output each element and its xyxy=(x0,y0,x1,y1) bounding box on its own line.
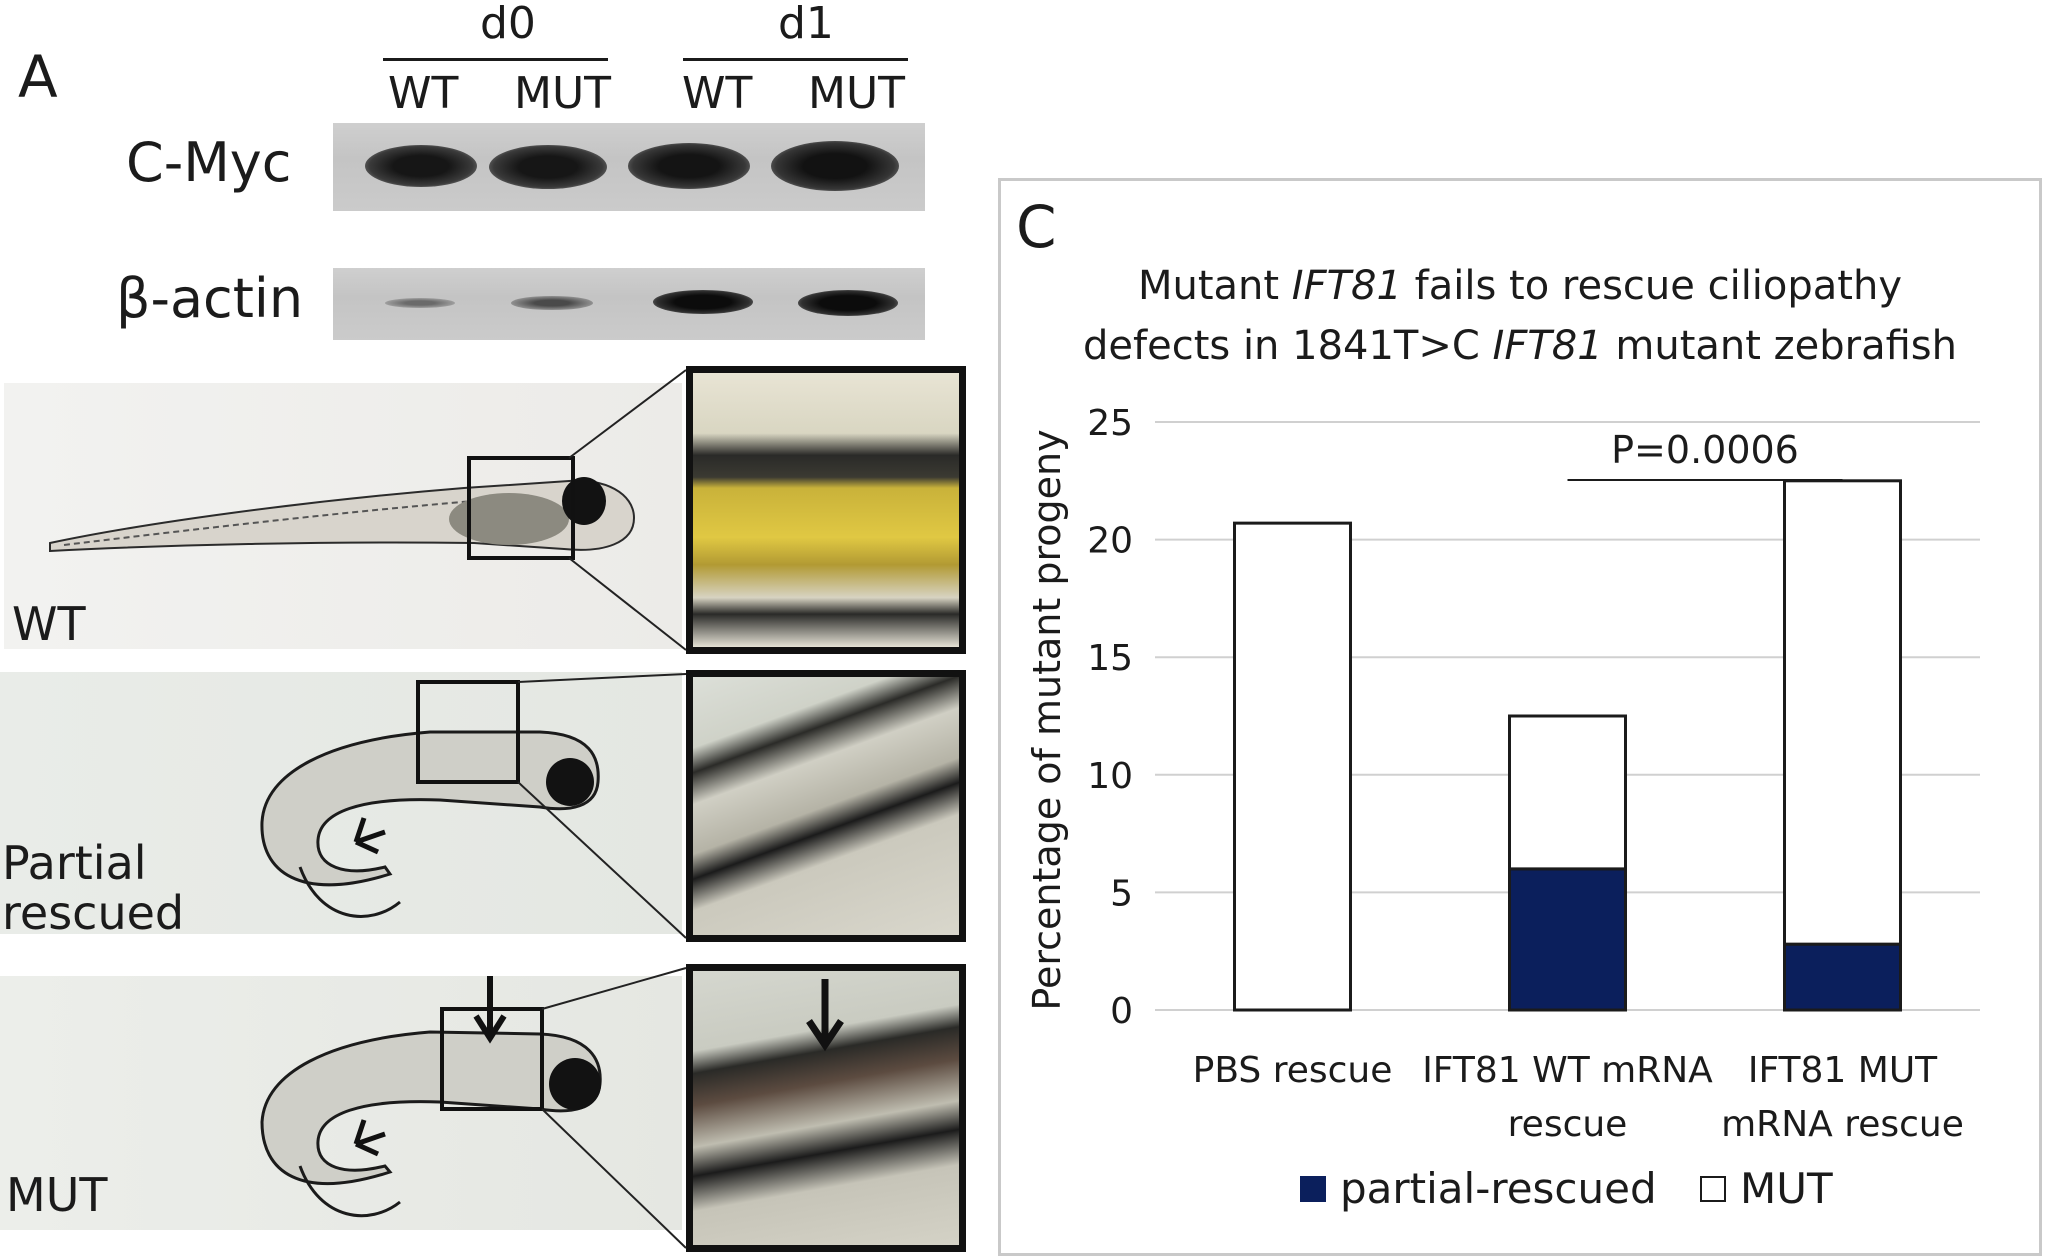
cmyc-blot xyxy=(333,123,925,211)
row-label-rescued: rescued xyxy=(2,886,185,934)
row-label-wt: WT xyxy=(12,597,86,649)
chart-title-line1-post: fails to rescue ciliopathy xyxy=(1401,263,1902,309)
bar-partial-rescued xyxy=(1783,942,1902,1012)
y-tick-label: 0 xyxy=(1110,991,1133,1032)
lane-label: MUT xyxy=(514,68,612,119)
panel-a-letter: A xyxy=(18,43,58,111)
y-tick-label: 10 xyxy=(1087,756,1133,797)
bar-mut xyxy=(1233,521,1352,1012)
legend-swatch-mut xyxy=(1700,1176,1726,1202)
day-label-d1: d1 xyxy=(778,0,834,49)
chart-title-line2-gene: IFT81 xyxy=(1492,323,1603,369)
chart-title-line1-gene: IFT81 xyxy=(1291,263,1402,309)
legend-label-partial-rescued: partial-rescued xyxy=(1340,1164,1657,1213)
beta-actin-band xyxy=(511,296,593,310)
x-category-label: PBS rescue xyxy=(1193,1050,1393,1091)
beta-actin-band xyxy=(798,290,898,316)
y-tick-label: 20 xyxy=(1087,521,1133,562)
x-category-label: mRNA rescue xyxy=(1721,1104,1964,1145)
panel-c-letter: C xyxy=(1016,193,1057,261)
cmyc-band xyxy=(365,145,477,187)
beta-actin-blot xyxy=(333,268,925,340)
day-d1-bracket xyxy=(683,58,908,61)
lane-label: MUT xyxy=(808,68,906,119)
cmyc-band xyxy=(489,145,607,189)
chart-title: Mutant IFT81 fails to rescue ciliopathy … xyxy=(998,266,2042,366)
lane-label: WT xyxy=(682,68,753,119)
row-label-partial: Partial xyxy=(2,836,147,890)
beta-actin-band xyxy=(653,290,753,314)
cmyc-band xyxy=(628,143,750,189)
chart-title-line2-pre: defects in 1841T>C xyxy=(1083,323,1493,369)
y-tick-label: 5 xyxy=(1110,873,1133,914)
bar-mut xyxy=(1508,714,1627,871)
x-category-label: IFT81 MUT xyxy=(1748,1050,1938,1091)
blot-label-cmyc: C-Myc xyxy=(126,131,292,194)
bar-mut xyxy=(1783,479,1902,946)
chart-frame xyxy=(998,178,2042,1256)
p-value-label: P=0.0006 xyxy=(1611,428,1799,472)
zoom-inset-partial-rescued xyxy=(686,670,966,942)
chart-title-line2-post: mutant zebrafish xyxy=(1602,323,1957,369)
chart-title-line1-pre: Mutant xyxy=(1137,263,1292,309)
bar-partial-rescued xyxy=(1508,867,1627,1012)
blot-label-beta-actin: β-actin xyxy=(116,267,304,330)
y-tick-label: 15 xyxy=(1087,638,1133,679)
cmyc-band xyxy=(771,141,899,191)
fish-photo-mut: MUT xyxy=(0,976,682,1230)
day-d0-bracket xyxy=(383,58,608,61)
lane-label: WT xyxy=(388,68,459,119)
zoom-inset-mut xyxy=(686,964,966,1252)
row-label-mut: MUT xyxy=(6,1168,108,1222)
zoom-inset-wt xyxy=(686,366,966,654)
legend-swatch-partial-rescued xyxy=(1300,1176,1326,1202)
y-axis-label: Percentage of mutant progeny xyxy=(1025,429,1069,1010)
beta-actin-band xyxy=(385,298,455,308)
legend-label-mut: MUT xyxy=(1740,1164,1833,1213)
x-category-label: rescue xyxy=(1508,1104,1628,1145)
y-tick-label: 25 xyxy=(1087,403,1133,444)
x-category-label: IFT81 WT mRNA xyxy=(1422,1050,1713,1091)
day-label-d0: d0 xyxy=(480,0,536,49)
